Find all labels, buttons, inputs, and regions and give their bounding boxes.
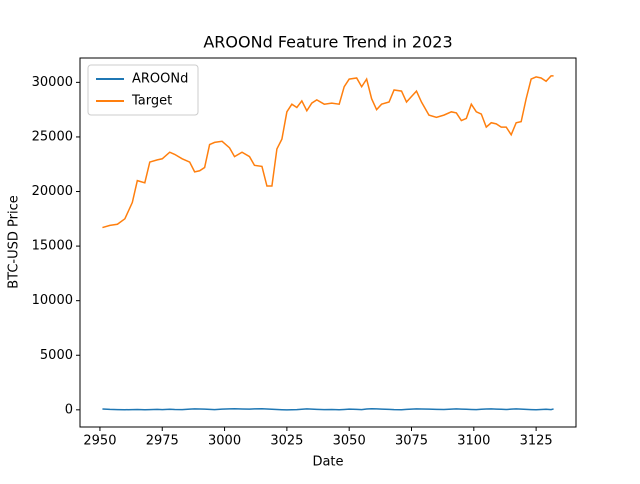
line-series [102,407,554,411]
x-tick-label: 3025 [270,434,303,449]
chart-title: AROONd Feature Trend in 2023 [203,33,452,52]
x-tick-label: 3050 [333,434,366,449]
x-tick-label: 2975 [146,434,179,449]
y-tick-label: 30000 [32,75,73,90]
axes-frame [79,57,577,428]
y-tick-label: 10000 [32,293,73,308]
y-tick-label: 5000 [40,348,73,363]
x-tick-label: 3100 [457,434,490,449]
legend-box [87,64,199,116]
x-tick-label: 2950 [83,434,116,449]
legend-label: AROONd [132,72,188,87]
x-tick-label: 3125 [520,434,553,449]
y-tick-label: 25000 [32,129,73,144]
y-tick-label: 15000 [32,239,73,254]
y-tick-label: 20000 [32,184,73,199]
y-axis-label: BTC-USD Price [7,195,22,289]
line-series [102,75,554,229]
x-axis-label: Date [312,455,343,470]
legend-label: Target [131,94,172,109]
x-tick-label: 3075 [395,434,428,449]
y-tick-label: 0 [65,402,73,417]
x-tick-label: 3000 [208,434,241,449]
